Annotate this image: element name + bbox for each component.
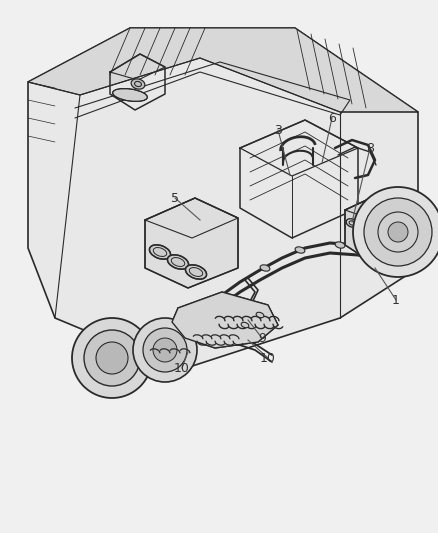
Circle shape — [133, 318, 197, 382]
Text: 8: 8 — [366, 141, 374, 155]
Circle shape — [388, 222, 408, 242]
Ellipse shape — [256, 312, 264, 318]
Ellipse shape — [149, 245, 170, 259]
Ellipse shape — [260, 265, 270, 271]
Ellipse shape — [295, 247, 305, 253]
Polygon shape — [145, 198, 238, 288]
Text: 10: 10 — [260, 351, 276, 365]
Circle shape — [364, 198, 432, 266]
Text: 10: 10 — [174, 361, 190, 375]
Polygon shape — [172, 292, 278, 348]
Ellipse shape — [335, 242, 345, 248]
Text: 5: 5 — [171, 191, 179, 205]
Ellipse shape — [113, 88, 147, 101]
Ellipse shape — [346, 219, 358, 227]
Text: 6: 6 — [328, 111, 336, 125]
Polygon shape — [28, 28, 418, 112]
Ellipse shape — [241, 322, 249, 328]
Text: 1: 1 — [392, 294, 400, 306]
Circle shape — [153, 338, 177, 362]
Circle shape — [84, 330, 140, 386]
Text: 3: 3 — [274, 124, 282, 136]
Circle shape — [72, 318, 152, 398]
Polygon shape — [28, 28, 418, 370]
Ellipse shape — [167, 255, 189, 269]
Circle shape — [96, 342, 128, 374]
Circle shape — [353, 187, 438, 277]
Text: 9: 9 — [258, 332, 266, 344]
Ellipse shape — [131, 79, 145, 89]
Ellipse shape — [185, 265, 207, 279]
Circle shape — [143, 328, 187, 372]
Polygon shape — [345, 196, 400, 258]
